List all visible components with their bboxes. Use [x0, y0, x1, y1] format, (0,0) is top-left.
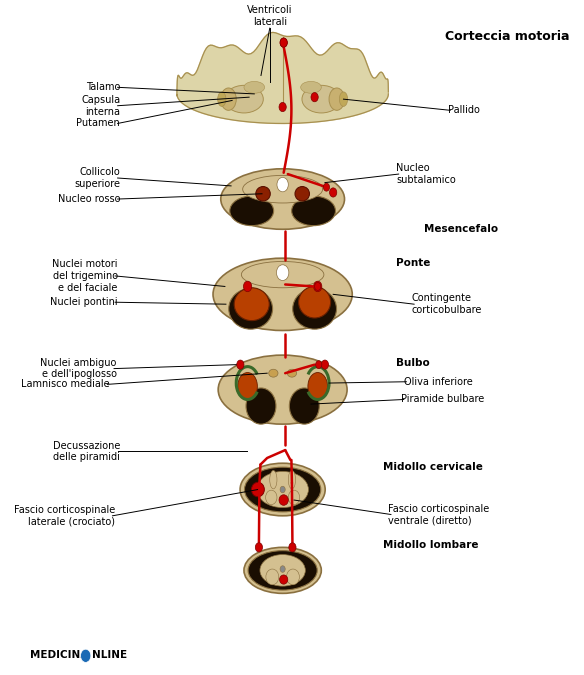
- Ellipse shape: [218, 355, 347, 424]
- Ellipse shape: [248, 551, 317, 590]
- Circle shape: [289, 543, 296, 552]
- Circle shape: [255, 543, 263, 552]
- Ellipse shape: [245, 467, 321, 512]
- Text: Midollo lombare: Midollo lombare: [383, 541, 479, 550]
- Ellipse shape: [229, 288, 273, 329]
- Ellipse shape: [293, 288, 336, 329]
- Circle shape: [314, 281, 322, 292]
- Ellipse shape: [225, 85, 263, 113]
- Text: Capsula
interna: Capsula interna: [81, 95, 120, 117]
- Text: Lamnisco mediale: Lamnisco mediale: [21, 379, 110, 389]
- Ellipse shape: [287, 369, 297, 377]
- Circle shape: [237, 360, 244, 369]
- Ellipse shape: [289, 388, 319, 424]
- Ellipse shape: [218, 92, 226, 107]
- Ellipse shape: [260, 555, 305, 586]
- Text: Fascio corticospinale
laterale (crociato): Fascio corticospinale laterale (crociato…: [14, 505, 115, 526]
- Ellipse shape: [213, 258, 352, 331]
- Circle shape: [315, 283, 321, 290]
- Ellipse shape: [298, 286, 331, 318]
- Ellipse shape: [241, 261, 324, 288]
- Circle shape: [311, 92, 318, 102]
- Text: Bulbo: Bulbo: [396, 358, 430, 369]
- Ellipse shape: [287, 569, 300, 585]
- Circle shape: [280, 38, 287, 47]
- Text: Mesencefalo: Mesencefalo: [425, 223, 499, 234]
- Ellipse shape: [329, 88, 345, 110]
- Ellipse shape: [256, 186, 270, 201]
- Text: Nuclei pontini: Nuclei pontini: [50, 297, 117, 307]
- Circle shape: [321, 360, 329, 369]
- Text: Nuclei ambiguo
e dell'ipoglosso: Nuclei ambiguo e dell'ipoglosso: [40, 358, 117, 379]
- Text: NLINE: NLINE: [92, 651, 127, 660]
- Text: MEDICINA: MEDICINA: [30, 651, 92, 660]
- Ellipse shape: [270, 470, 277, 489]
- Ellipse shape: [221, 88, 237, 110]
- Text: Talamo: Talamo: [86, 82, 120, 92]
- Text: Decussazione
delle piramidi: Decussazione delle piramidi: [53, 441, 120, 462]
- Ellipse shape: [230, 196, 274, 225]
- Text: Collicolo
superiore: Collicolo superiore: [74, 167, 120, 189]
- Ellipse shape: [295, 186, 310, 201]
- Circle shape: [329, 188, 337, 197]
- Ellipse shape: [238, 373, 258, 400]
- Text: Pallido: Pallido: [448, 105, 479, 115]
- Ellipse shape: [266, 569, 279, 585]
- Ellipse shape: [257, 471, 308, 508]
- Ellipse shape: [266, 490, 277, 505]
- Circle shape: [280, 38, 287, 47]
- Text: Midollo cervicale: Midollo cervicale: [383, 462, 483, 472]
- Ellipse shape: [269, 369, 278, 377]
- Ellipse shape: [244, 547, 321, 593]
- Circle shape: [277, 178, 288, 192]
- Ellipse shape: [243, 176, 322, 203]
- Ellipse shape: [288, 470, 296, 489]
- Text: Fascio corticospinale
ventrale (diretto): Fascio corticospinale ventrale (diretto): [388, 504, 489, 525]
- Text: Ponte: Ponte: [396, 258, 430, 268]
- Text: Corteccia motoria: Corteccia motoria: [445, 30, 569, 43]
- Circle shape: [324, 184, 329, 191]
- Ellipse shape: [301, 82, 321, 93]
- Ellipse shape: [246, 388, 276, 424]
- Ellipse shape: [308, 373, 328, 400]
- Ellipse shape: [291, 196, 335, 225]
- Text: Nucleo rosso: Nucleo rosso: [58, 194, 120, 204]
- Circle shape: [244, 281, 252, 292]
- Ellipse shape: [280, 575, 288, 584]
- Ellipse shape: [234, 288, 269, 321]
- Circle shape: [276, 265, 289, 281]
- Circle shape: [279, 103, 286, 111]
- Ellipse shape: [288, 490, 300, 505]
- Text: Ventricoli
laterali: Ventricoli laterali: [247, 5, 293, 27]
- Circle shape: [280, 566, 285, 572]
- Text: Putamen: Putamen: [77, 118, 120, 128]
- Circle shape: [280, 486, 285, 493]
- Text: Nucleo
subtalamico: Nucleo subtalamico: [396, 163, 456, 185]
- Circle shape: [81, 649, 91, 662]
- Polygon shape: [177, 32, 388, 124]
- Ellipse shape: [302, 85, 340, 113]
- Ellipse shape: [279, 495, 288, 506]
- Ellipse shape: [221, 169, 345, 230]
- Ellipse shape: [240, 463, 325, 516]
- Text: Oliva inferiore: Oliva inferiore: [404, 377, 472, 387]
- Ellipse shape: [244, 82, 265, 93]
- Text: Nuclei motori
del trigemino
e del faciale: Nuclei motori del trigemino e del facial…: [52, 259, 117, 292]
- Ellipse shape: [252, 483, 265, 497]
- Text: Contingente
corticobulbare: Contingente corticobulbare: [412, 294, 482, 315]
- Ellipse shape: [339, 92, 347, 107]
- Text: Piramide bulbare: Piramide bulbare: [401, 394, 485, 404]
- Circle shape: [315, 360, 322, 369]
